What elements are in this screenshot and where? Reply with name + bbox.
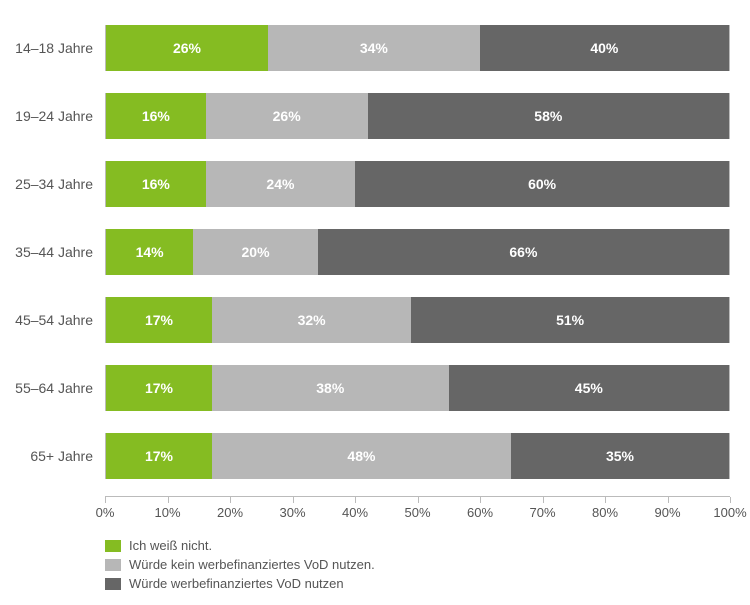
legend-swatch (105, 540, 121, 552)
chart-row: 14–18 Jahre26%34%40% (10, 20, 730, 75)
x-tick-label: 30% (279, 505, 305, 520)
legend-swatch (105, 578, 121, 590)
bar-segment-no: 48% (212, 433, 511, 479)
legend-label: Ich weiß nicht. (129, 538, 212, 553)
bar-segment-yes: 51% (411, 297, 729, 343)
bar-segment-yes: 60% (355, 161, 729, 207)
x-tick-label: 20% (217, 505, 243, 520)
row-label: 45–54 Jahre (10, 312, 105, 328)
bar-segment-yes: 58% (368, 93, 729, 139)
chart-row: 25–34 Jahre16%24%60% (10, 156, 730, 211)
bar-segment-yes: 45% (449, 365, 729, 411)
chart-row: 65+ Jahre17%48%35% (10, 428, 730, 483)
bar-segment-yes: 66% (318, 229, 729, 275)
x-tick-label: 100% (713, 505, 746, 520)
bar-segment-no: 26% (206, 93, 368, 139)
bar-track: 17%32%51% (105, 297, 730, 343)
bar-segment-yes: 40% (480, 25, 729, 71)
legend-item: Würde kein werbefinanziertes VoD nutzen. (105, 557, 730, 572)
chart-rows: 14–18 Jahre26%34%40%19–24 Jahre16%26%58%… (10, 20, 730, 483)
x-tick-label: 40% (342, 505, 368, 520)
x-tick (168, 497, 169, 503)
x-tick-label: 70% (529, 505, 555, 520)
x-tick-label: 50% (404, 505, 430, 520)
bar-segment-yes: 35% (511, 433, 729, 479)
bar-segment-dontknow: 16% (106, 93, 206, 139)
x-tick (418, 497, 419, 503)
bar-segment-no: 24% (206, 161, 356, 207)
x-tick (668, 497, 669, 503)
x-tick (293, 497, 294, 503)
bar-segment-no: 32% (212, 297, 411, 343)
bar-track: 26%34%40% (105, 25, 730, 71)
row-label: 14–18 Jahre (10, 40, 105, 56)
bar-segment-no: 38% (212, 365, 449, 411)
x-tick (355, 497, 356, 503)
x-tick-label: 80% (592, 505, 618, 520)
chart-row: 45–54 Jahre17%32%51% (10, 292, 730, 347)
x-tick-label: 10% (154, 505, 180, 520)
legend-swatch (105, 559, 121, 571)
x-tick (543, 497, 544, 503)
legend-item: Ich weiß nicht. (105, 538, 730, 553)
x-tick-label: 0% (96, 505, 115, 520)
row-label: 55–64 Jahre (10, 380, 105, 396)
bar-track: 16%24%60% (105, 161, 730, 207)
x-tick-label: 60% (467, 505, 493, 520)
bar-segment-no: 34% (268, 25, 480, 71)
bar-segment-no: 20% (193, 229, 318, 275)
bar-track: 16%26%58% (105, 93, 730, 139)
bar-track: 17%48%35% (105, 433, 730, 479)
legend-label: Würde kein werbefinanziertes VoD nutzen. (129, 557, 375, 572)
row-label: 25–34 Jahre (10, 176, 105, 192)
x-tick (730, 497, 731, 503)
x-tick (605, 497, 606, 503)
legend: Ich weiß nicht. Würde kein werbefinanzier… (105, 538, 730, 591)
x-tick (480, 497, 481, 503)
bar-segment-dontknow: 16% (106, 161, 206, 207)
row-label: 19–24 Jahre (10, 108, 105, 124)
row-label: 65+ Jahre (10, 448, 105, 464)
bar-track: 14%20%66% (105, 229, 730, 275)
x-tick-label: 90% (654, 505, 680, 520)
chart-row: 55–64 Jahre17%38%45% (10, 360, 730, 415)
x-axis: 0%10%20%30%40%50%60%70%80%90%100% (105, 496, 730, 520)
stacked-bar-chart: 14–18 Jahre26%34%40%19–24 Jahre16%26%58%… (10, 20, 730, 591)
row-label: 35–44 Jahre (10, 244, 105, 260)
legend-item: Würde werbefinanziertes VoD nutzen (105, 576, 730, 591)
chart-row: 35–44 Jahre14%20%66% (10, 224, 730, 279)
bar-segment-dontknow: 17% (106, 297, 212, 343)
x-tick (105, 497, 106, 503)
bar-segment-dontknow: 26% (106, 25, 268, 71)
legend-label: Würde werbefinanziertes VoD nutzen (129, 576, 344, 591)
x-axis-row: 0%10%20%30%40%50%60%70%80%90%100% (10, 496, 730, 520)
x-tick (230, 497, 231, 503)
bar-segment-dontknow: 17% (106, 433, 212, 479)
bar-track: 17%38%45% (105, 365, 730, 411)
chart-row: 19–24 Jahre16%26%58% (10, 88, 730, 143)
bar-segment-dontknow: 14% (106, 229, 193, 275)
bar-segment-dontknow: 17% (106, 365, 212, 411)
